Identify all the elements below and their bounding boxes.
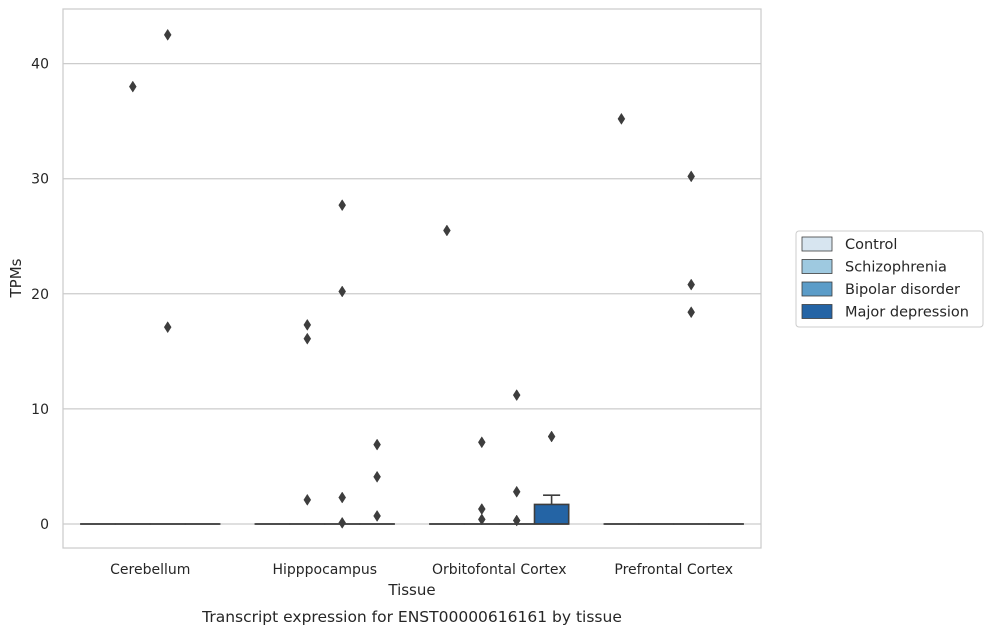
legend-label: Control: [845, 237, 897, 253]
legend-label: Major depression: [845, 305, 969, 321]
outlier-point: [687, 170, 695, 183]
legend-frame: [795, 230, 984, 328]
boxes: [79, 494, 745, 525]
outlier-point: [547, 430, 556, 443]
box-body: [533, 503, 570, 525]
outlier-point: [478, 436, 486, 449]
outlier-point: [303, 318, 312, 331]
plot-background: [63, 9, 761, 548]
outlier-point: [512, 389, 521, 402]
y-tick-label: 10: [31, 402, 49, 418]
x-tick-labels: Cerebellum Hipppocampus Orbitofontal Corte…: [110, 562, 733, 578]
outlier-point: [512, 514, 521, 527]
x-tick-label: Prefrontal Cortex: [614, 562, 733, 578]
legend-swatch: [801, 259, 833, 274]
outlier-point: [373, 509, 381, 522]
outlier-point: [163, 28, 172, 41]
box-major-depression: [533, 494, 570, 525]
outlier-point: [478, 513, 486, 526]
outlier-point: [373, 470, 381, 483]
outlier-point: [338, 516, 346, 529]
outlier-point: [303, 493, 312, 506]
y-tick-labels: 0 10 20 30 40: [31, 57, 49, 533]
legend-label: Schizophrenia: [845, 260, 947, 276]
outlier-point: [373, 438, 381, 451]
outlier-point: [129, 80, 137, 93]
legend: Control Schizophrenia Bipolar disorder Majo…: [795, 230, 984, 328]
y-tick-label: 0: [40, 517, 49, 533]
outlier-point: [303, 332, 312, 345]
outlier-point: [687, 278, 695, 291]
y-tick-label: 20: [31, 287, 49, 303]
legend-swatch: [801, 236, 833, 252]
outlier-point: [512, 485, 521, 498]
legend-label: Bipolar disorder: [845, 282, 960, 298]
y-tick-label: 30: [31, 172, 49, 188]
outlier-point: [443, 224, 451, 237]
legend-swatch: [801, 304, 833, 319]
outliers: [129, 28, 695, 529]
x-tick-label: Cerebellum: [110, 562, 190, 578]
outlier-point: [338, 199, 346, 212]
y-tick-label: 40: [31, 57, 49, 73]
chart-caption: Transcript expression for ENST0000061616…: [201, 608, 622, 626]
legend-swatch: [801, 281, 833, 297]
y-axis-label: TPMs: [7, 258, 25, 298]
x-tick-label: Orbitofontal Cortex: [432, 562, 567, 578]
outlier-point: [338, 285, 346, 298]
outlier-point: [687, 306, 695, 319]
outlier-point: [338, 491, 346, 504]
x-tick-label: Hipppocampus: [272, 562, 377, 578]
outlier-point: [617, 112, 626, 125]
x-axis-label: Tissue: [387, 581, 435, 599]
plot-frame: [62, 8, 762, 549]
outlier-point: [163, 321, 172, 334]
